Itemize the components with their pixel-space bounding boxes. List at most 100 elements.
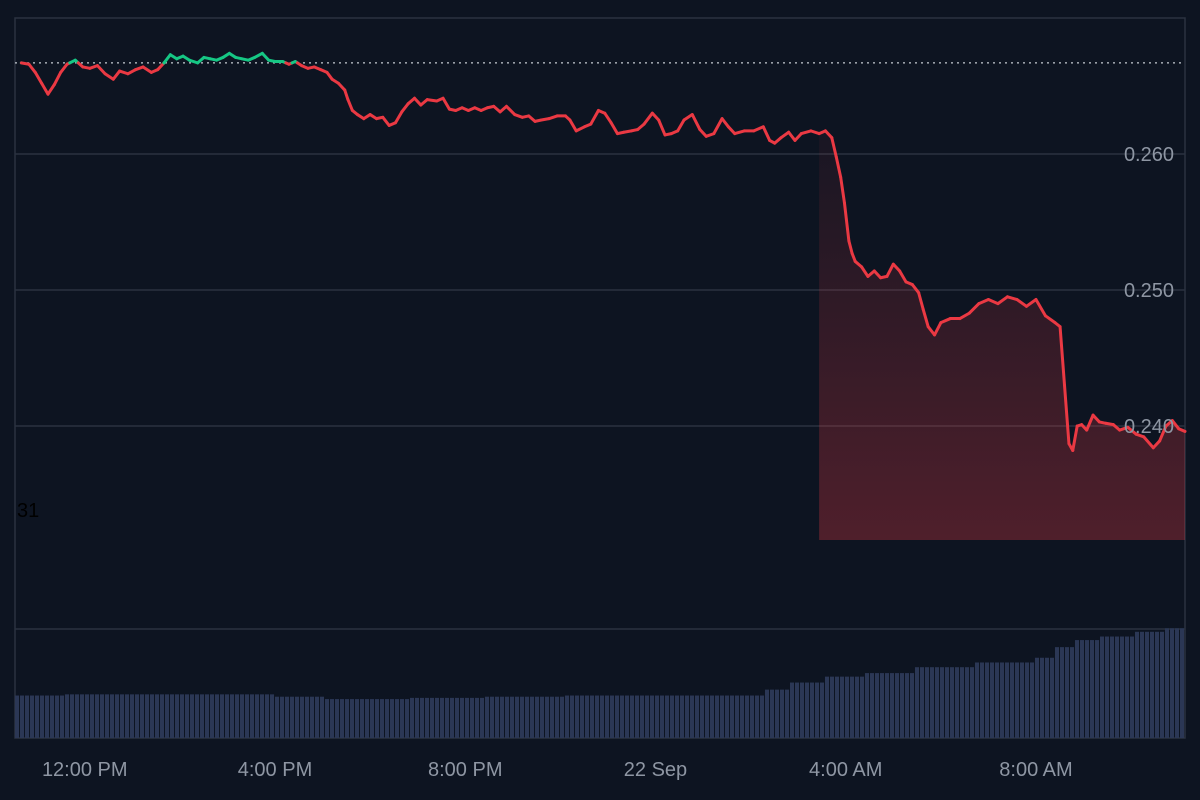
volume-bar xyxy=(545,696,549,738)
price-line-segment xyxy=(676,118,686,133)
price-line-segment xyxy=(40,81,50,96)
volume-bar xyxy=(790,682,794,738)
volume-bar xyxy=(935,667,939,738)
volume-bar xyxy=(910,673,914,738)
price-line-segment xyxy=(642,111,654,126)
price-line-segment xyxy=(996,295,1009,306)
volume-bar xyxy=(20,695,24,738)
volume-bar xyxy=(635,695,639,738)
volume-bar xyxy=(620,695,624,738)
price-line-segment xyxy=(933,321,943,337)
volume-bar xyxy=(275,696,279,738)
price-line-segment xyxy=(162,53,172,65)
volume-bar xyxy=(860,676,864,738)
price-line-segment xyxy=(574,125,586,133)
volume-bar xyxy=(195,694,199,738)
volume-bar xyxy=(350,699,354,738)
volume-bar xyxy=(755,695,759,738)
price-line-segment xyxy=(830,136,838,159)
volume-bar xyxy=(345,699,349,738)
price-line-segment xyxy=(156,61,166,72)
volume-bar xyxy=(355,699,359,738)
volume-bar xyxy=(240,694,244,738)
volume-bar xyxy=(815,682,819,738)
volume-bar xyxy=(235,694,239,738)
volume-bar xyxy=(1180,628,1184,738)
volume-bar xyxy=(1165,628,1169,738)
volume-bar xyxy=(180,694,184,738)
volume-bar xyxy=(90,694,94,738)
volume-bar xyxy=(720,695,724,738)
price-line-segment xyxy=(986,298,1000,306)
volume-bar xyxy=(1085,640,1089,738)
price-line-segment xyxy=(425,98,439,103)
price-line-segment xyxy=(393,110,404,125)
volume-bar xyxy=(850,676,854,738)
volume-bar xyxy=(975,662,979,738)
price-line-segment xyxy=(712,117,724,136)
volume-bar xyxy=(535,696,539,738)
volume-bar xyxy=(1005,662,1009,738)
volume-bar xyxy=(1065,647,1069,738)
volume-bar xyxy=(290,696,294,738)
volume-bar xyxy=(1090,640,1094,738)
volume-bar xyxy=(150,694,154,738)
volume-bar xyxy=(190,694,194,738)
volume-bar xyxy=(710,695,714,738)
volume-bar xyxy=(205,694,209,738)
price-line-segment xyxy=(343,88,350,102)
volume-bar xyxy=(225,694,229,738)
price-line-segment xyxy=(910,283,921,295)
price-line-segment xyxy=(823,129,834,140)
volume-bar xyxy=(390,699,394,738)
volume-bar xyxy=(30,695,34,738)
volume-bar xyxy=(1130,636,1134,738)
volume-bar xyxy=(925,667,929,738)
volume-bar xyxy=(215,694,219,738)
volume-bar xyxy=(1025,662,1029,738)
price-line-segment xyxy=(589,108,600,126)
volume-bar xyxy=(1040,657,1044,738)
volume-bar xyxy=(945,667,949,738)
volume-bar xyxy=(220,694,224,738)
volume-bar xyxy=(1000,662,1004,738)
volume-bar xyxy=(1150,631,1154,738)
volume-bar xyxy=(95,694,99,738)
volume-bar xyxy=(175,694,179,738)
price-line-segment xyxy=(346,98,354,112)
price-line-segment xyxy=(793,132,803,142)
volume-bar xyxy=(745,695,749,738)
price-line-segment xyxy=(787,130,797,142)
volume-bar xyxy=(780,689,784,738)
volume-bar xyxy=(470,697,474,738)
x-tick-label: 22 Sep xyxy=(624,759,687,781)
volume-bar xyxy=(330,699,334,738)
volume-bar xyxy=(530,696,534,738)
price-area-fill xyxy=(819,130,1185,540)
volume-bar xyxy=(740,695,744,738)
price-line-segment xyxy=(650,111,661,122)
price-line-segment xyxy=(1005,295,1019,302)
price-line-segment xyxy=(682,113,694,122)
volume-bar xyxy=(1120,636,1124,738)
volume-bar xyxy=(840,676,844,738)
volume-bar xyxy=(1155,631,1159,738)
price-line-segment xyxy=(1158,424,1168,443)
volume-bar xyxy=(575,695,579,738)
volume-bar xyxy=(60,695,64,738)
volume-bar xyxy=(805,682,809,738)
volume-bar xyxy=(360,699,364,738)
volume-bar xyxy=(1070,647,1074,738)
price-line-segment xyxy=(1071,424,1079,452)
volume-bar xyxy=(685,695,689,738)
price-line-segment xyxy=(752,125,765,133)
volume-bar xyxy=(1055,647,1059,738)
volume-bar xyxy=(940,667,944,738)
volume-bar xyxy=(335,699,339,738)
volume-bar xyxy=(920,667,924,738)
volume-bar xyxy=(765,689,769,738)
volume-bar xyxy=(365,699,369,738)
volume-bar xyxy=(260,694,264,738)
volume-bar xyxy=(1095,640,1099,738)
volume-bar xyxy=(795,682,799,738)
